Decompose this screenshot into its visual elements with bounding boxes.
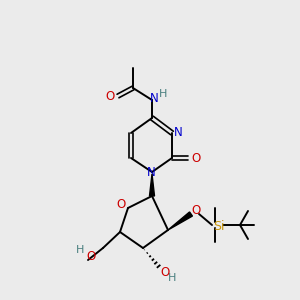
Polygon shape	[149, 174, 154, 196]
Text: O: O	[105, 91, 115, 103]
Text: H: H	[168, 273, 176, 283]
Text: O: O	[116, 199, 126, 212]
Text: Si: Si	[213, 220, 225, 232]
Text: O: O	[160, 266, 169, 278]
Text: N: N	[147, 167, 155, 179]
Text: O: O	[191, 203, 201, 217]
Text: O: O	[191, 152, 201, 164]
Text: N: N	[150, 92, 158, 104]
Text: N: N	[174, 127, 182, 140]
Text: H: H	[76, 245, 84, 255]
Text: H: H	[159, 89, 167, 99]
Polygon shape	[168, 212, 192, 230]
Text: O: O	[86, 250, 96, 262]
